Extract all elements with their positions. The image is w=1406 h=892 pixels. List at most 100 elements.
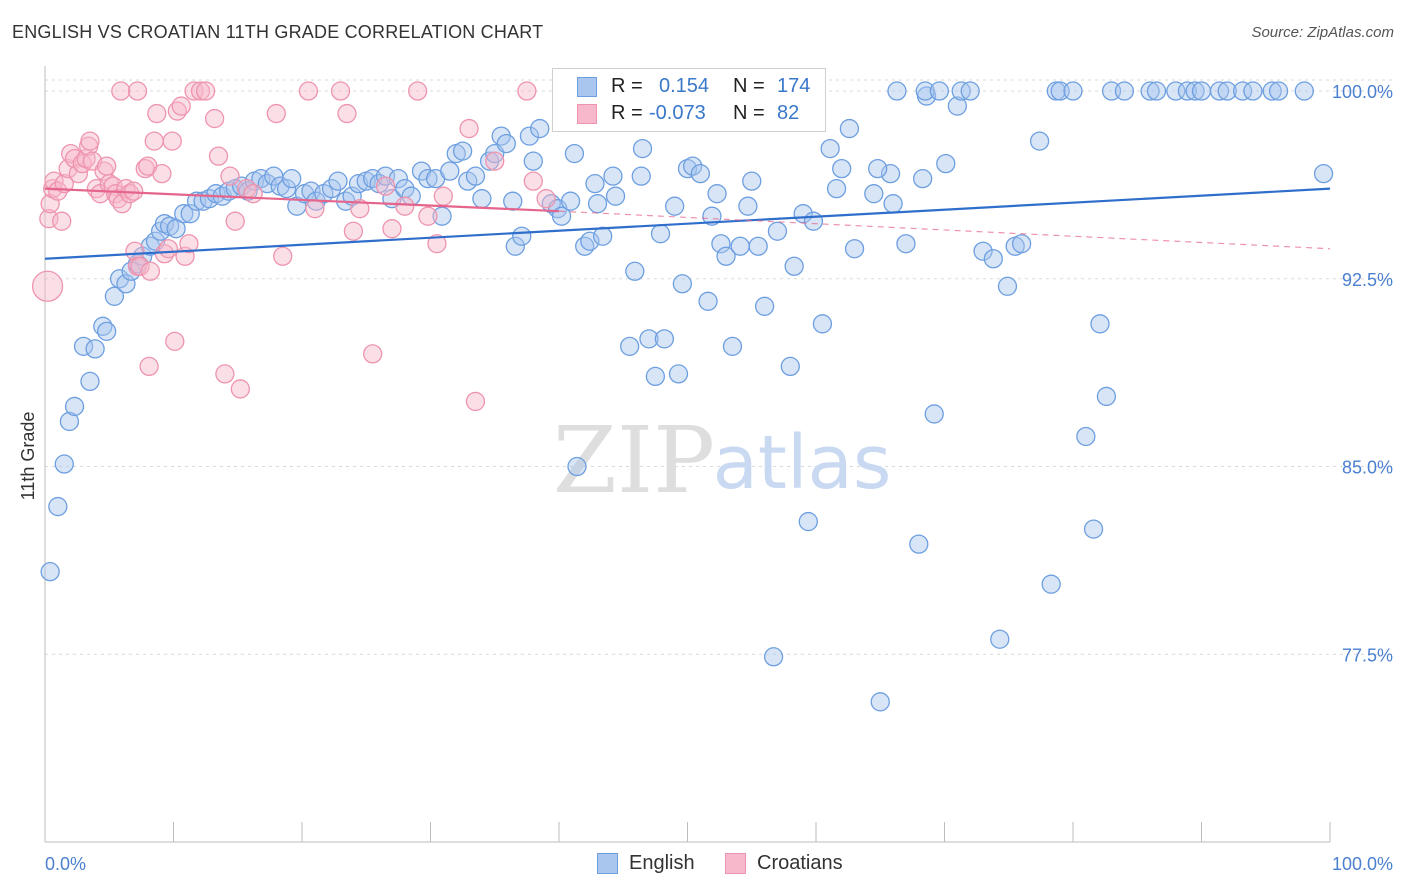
english-point — [812, 314, 833, 334]
english-point — [707, 184, 727, 204]
english-point — [665, 196, 685, 216]
english-point — [587, 194, 608, 214]
croatian-point — [94, 161, 114, 181]
english-point — [505, 236, 525, 256]
croatian-point — [152, 163, 172, 184]
english-point — [960, 81, 980, 101]
english-point — [650, 224, 671, 244]
english-point — [523, 151, 543, 171]
english-point — [639, 329, 659, 349]
croatian-trend-extension — [558, 210, 1331, 250]
croatian-point — [208, 146, 229, 166]
english-point — [844, 239, 865, 259]
english-point — [1011, 234, 1032, 254]
stats-box: R = 0.154 N = 174 R = -0.073 N = 82 — [552, 68, 826, 132]
english-point — [1313, 163, 1334, 184]
english-point — [116, 274, 136, 294]
english-point — [896, 234, 916, 254]
croatian-point — [330, 81, 351, 101]
english-point — [276, 179, 297, 199]
english-point — [328, 171, 348, 191]
croatian-point — [305, 199, 325, 219]
english-point — [154, 214, 175, 234]
english-point — [913, 168, 933, 189]
croatian-point — [112, 194, 132, 214]
english-trend-line — [44, 187, 1331, 260]
english-point — [654, 329, 675, 349]
english-point — [798, 511, 818, 532]
n-label: N = — [733, 75, 765, 97]
croatian-r-value: -0.073 — [649, 102, 706, 124]
english-point — [472, 189, 492, 209]
english-point — [870, 692, 890, 712]
croatian-point — [179, 234, 199, 254]
english-point — [73, 336, 94, 357]
croatian-swatch — [577, 104, 597, 124]
n-label: N = — [733, 102, 765, 124]
english-point — [48, 496, 68, 517]
croatian-point — [375, 176, 396, 196]
croatian-point — [407, 81, 428, 101]
english-point — [839, 118, 860, 139]
english-point — [868, 158, 888, 179]
english-point — [64, 396, 85, 417]
english-point — [1243, 81, 1263, 101]
english-point — [593, 226, 613, 246]
english-point — [620, 336, 640, 357]
english-point — [738, 196, 758, 216]
english-point — [997, 276, 1018, 296]
source-label: Source: ZipAtlas.com — [1251, 24, 1394, 41]
y-tick-label: 100.0% — [1332, 82, 1393, 102]
r-label: R = — [611, 75, 643, 97]
croatians-legend-label: Croatians — [757, 852, 843, 874]
y-tick-label: 92.5% — [1342, 270, 1393, 290]
english-point — [109, 269, 130, 289]
english-point — [672, 274, 693, 294]
english-point — [820, 138, 840, 159]
english-point — [763, 647, 784, 667]
english-point — [85, 339, 105, 359]
english-point — [936, 153, 956, 174]
croatian-point — [97, 156, 117, 176]
english-swatch — [577, 77, 597, 97]
croatian-point — [220, 166, 240, 186]
english-point — [282, 168, 302, 189]
english-point — [690, 163, 710, 184]
y-tick-label: 77.5% — [1342, 645, 1393, 665]
english-point — [59, 411, 80, 432]
english-point — [1185, 81, 1205, 101]
english-point — [605, 186, 626, 206]
english-point — [80, 371, 100, 392]
croatian-point — [225, 211, 245, 231]
english-point — [722, 336, 743, 357]
english-point — [585, 174, 605, 194]
croatian-point — [140, 261, 161, 281]
croatian-point — [127, 81, 148, 101]
english-point — [702, 206, 722, 226]
watermark-atlas: atlas — [713, 420, 892, 506]
croatian-point — [68, 163, 89, 184]
english-point — [915, 81, 935, 101]
english-point — [1294, 81, 1314, 101]
croatian-points — [31, 81, 556, 412]
english-point — [530, 118, 550, 139]
axes — [44, 66, 1331, 843]
english-point — [1041, 574, 1061, 594]
r-label: R = — [611, 102, 643, 124]
english-point — [503, 191, 523, 211]
english-point — [668, 364, 689, 384]
english-point — [767, 221, 788, 241]
croatian-point — [144, 131, 164, 151]
english-point — [1096, 386, 1117, 407]
english-point — [432, 206, 452, 226]
english-point — [1177, 81, 1198, 101]
watermark-zip: ZIP — [553, 407, 715, 514]
english-point — [166, 219, 186, 239]
croatian-point — [459, 118, 479, 139]
english-point — [97, 321, 117, 341]
english-point — [1146, 81, 1167, 101]
croatian-point — [80, 131, 100, 151]
english-point — [632, 138, 653, 159]
croatians-legend-swatch — [725, 853, 746, 874]
